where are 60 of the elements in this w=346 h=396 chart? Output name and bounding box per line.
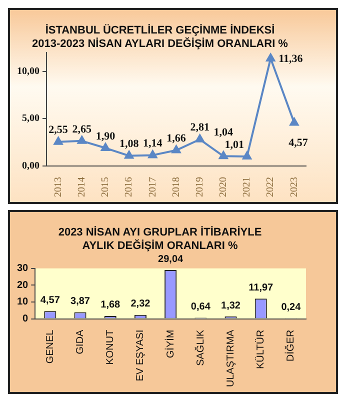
data-label: 1,04 [214,126,234,138]
y-tick-label: 20 [17,280,29,291]
y-tick-label: 30 [17,263,29,274]
x-tick-label: 2015 [100,177,112,197]
data-label: 3,87 [70,296,90,308]
data-label: 0,24 [281,302,302,314]
data-label: 0,64 [190,301,211,312]
x-tick-label: KÜLTÜR [254,330,267,370]
point [172,145,181,154]
point [266,53,276,62]
data-label: 1,68 [100,300,121,311]
data-label: 29,04 [158,254,184,265]
point [101,143,110,152]
x-tick-label: 2022 [265,177,276,197]
x-tick-label: GENEL [44,329,56,364]
y-tick-label: 5,00 [22,113,40,124]
point [148,150,158,158]
data-label: 1,32 [221,300,241,312]
x-tick-label: 2019 [194,177,206,197]
point [77,136,86,144]
data-label: 1,08 [119,138,140,150]
point [54,136,63,145]
data-label: 4,57 [288,137,308,150]
point [195,134,204,142]
point [218,151,228,160]
x-tick-label: 2018 [170,177,182,197]
data-label: 2,32 [130,298,151,310]
data-label: 11,97 [248,282,274,294]
data-label: 4,57 [40,294,60,306]
x-tick-label: 2020 [218,177,230,197]
point [242,151,252,160]
point [290,118,299,126]
data-label: 2,81 [190,122,210,134]
x-tick-label: EV EŞYASI [135,330,146,382]
data-label: 2,65 [72,123,92,136]
data-label: 1,01 [224,138,244,151]
y-tick-label: 10 [17,296,29,308]
data-label: 2,55 [48,124,68,136]
x-tick-label: ULAŞTIRMA [226,329,237,388]
x-tick-label: KONUT [105,330,116,365]
x-tick-label: 2021 [242,177,253,197]
data-label: 1,66 [166,132,186,145]
x-tick-label: 2013 [52,177,64,197]
x-tick-label: DİĞER [284,330,297,362]
chart-title: İSTANBUL ÜCRETLİLER GEÇİNME İNDEKSİ 2013-2023 NİSAN AYLARI DEĞİŞİM ORANLARI % [32,24,288,50]
y-tick-label: 10,00 [17,66,40,77]
x-tick-label: GİYİM [164,330,176,358]
data-label: 11,36 [278,52,304,65]
y-tick-label: 0,00 [22,160,40,172]
data-label: 1,14 [143,138,163,150]
x-tick-label: SAĞLIK [194,329,206,366]
chart-title: 2023 NİSAN AYI GRUPLAR İTİBARİYLE AYLIK DEĞİŞİM ORANLARI % [58,226,262,252]
x-tick-label: 2014 [76,177,88,197]
x-tick-label: GIDA [75,329,86,354]
data-label: 1,90 [96,130,116,142]
x-tick-label: 2023 [288,177,300,197]
point [124,150,134,159]
x-tick-label: 2016 [124,177,135,197]
y-tick-label: 0 [22,314,29,325]
x-tick-label: 2017 [147,177,158,197]
